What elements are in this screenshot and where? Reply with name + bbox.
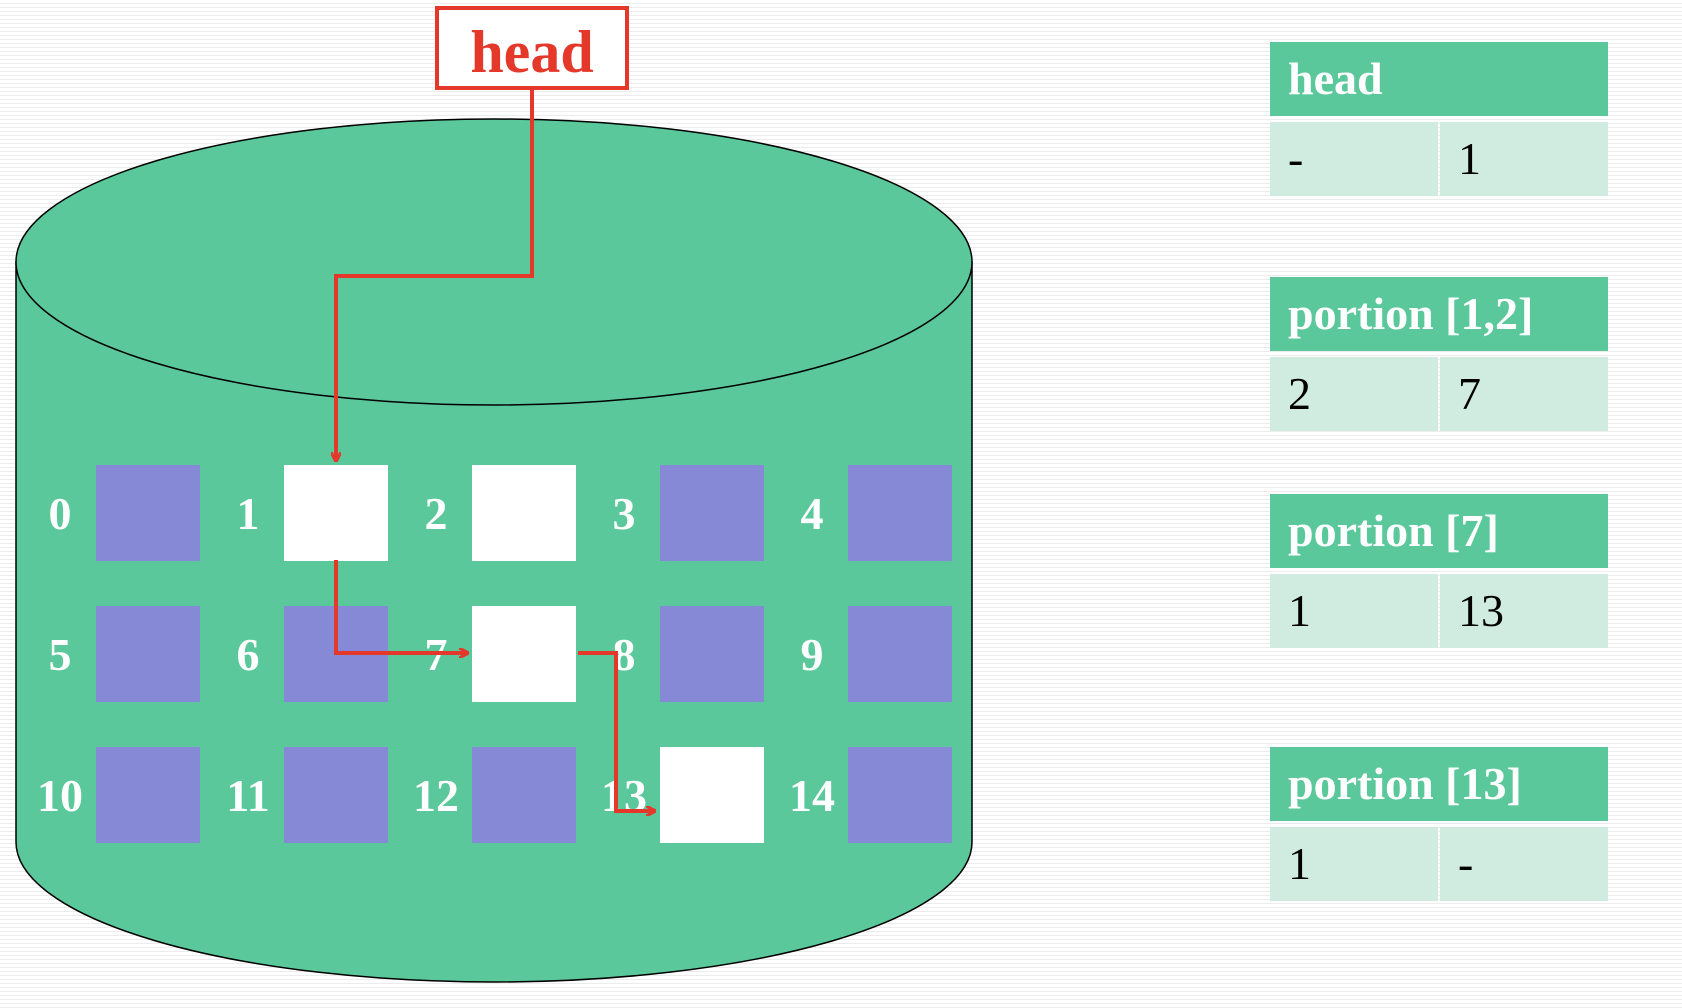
portion-13-table: portion [13] 1 -: [1270, 747, 1608, 901]
disk-block-13: [660, 747, 764, 843]
portion-13-table-left-cell: 1: [1270, 827, 1438, 901]
disk-block-0: [96, 465, 200, 561]
head-label: head: [470, 19, 593, 85]
disk-block-label: 11: [226, 770, 269, 821]
disk-block-5: [96, 606, 200, 702]
head-table-title: head: [1270, 42, 1608, 116]
portion-1-2-table-title: portion [1,2]: [1270, 277, 1608, 351]
disk-block-label: 3: [613, 488, 636, 539]
disk-block-label: 9: [801, 629, 824, 680]
portion-1-2-table-right-cell: 7: [1440, 357, 1608, 431]
disk-block-label: 1: [237, 488, 260, 539]
head-box: [435, 6, 629, 90]
disk-block-12: [472, 747, 576, 843]
portion-13-table-title: portion [13]: [1270, 747, 1608, 821]
disk-block-14: [848, 747, 952, 843]
disk-block-4: [848, 465, 952, 561]
block-1-to-block-7-arrow: [334, 560, 467, 653]
head-table: head - 1: [1270, 42, 1608, 196]
disk-block-label: 4: [801, 488, 824, 539]
disk-block-label: 2: [425, 488, 448, 539]
portion-7-table-right-cell: 13: [1440, 574, 1608, 648]
portion-7-table: portion [7] 1 13: [1270, 494, 1608, 648]
disk-block-1: [284, 465, 388, 561]
head-table-right-cell: 1: [1440, 122, 1608, 196]
disk-block-label: 8: [613, 629, 636, 680]
disk-block-label: 13: [601, 770, 647, 821]
disk-block-label: 14: [789, 770, 835, 821]
portion-1-2-table-left-cell: 2: [1270, 357, 1438, 431]
disk-block-8: [660, 606, 764, 702]
portion-7-table-title: portion [7]: [1270, 494, 1608, 568]
disk-block-label: 10: [37, 770, 83, 821]
portion-1-2-table: portion [1,2] 2 7: [1270, 277, 1608, 431]
disk-block-label: 5: [49, 629, 72, 680]
head-to-block-1-arrow: [336, 88, 534, 460]
head-table-left-cell: -: [1270, 122, 1438, 196]
disk-block-label: 6: [237, 629, 260, 680]
disk-block-9: [848, 606, 952, 702]
portion-7-table-left-cell: 1: [1270, 574, 1438, 648]
disk-cylinder-top: [15, 118, 973, 406]
disk-block-2: [472, 465, 576, 561]
disk-block-label: 12: [413, 770, 459, 821]
portion-13-table-right-cell: -: [1440, 827, 1608, 901]
disk-block-11: [284, 747, 388, 843]
disk-block-10: [96, 747, 200, 843]
block-7-to-block-13-arrow: [578, 651, 654, 811]
disk-block-7: [472, 606, 576, 702]
disk-block-3: [660, 465, 764, 561]
disk-block-label: 0: [49, 488, 72, 539]
